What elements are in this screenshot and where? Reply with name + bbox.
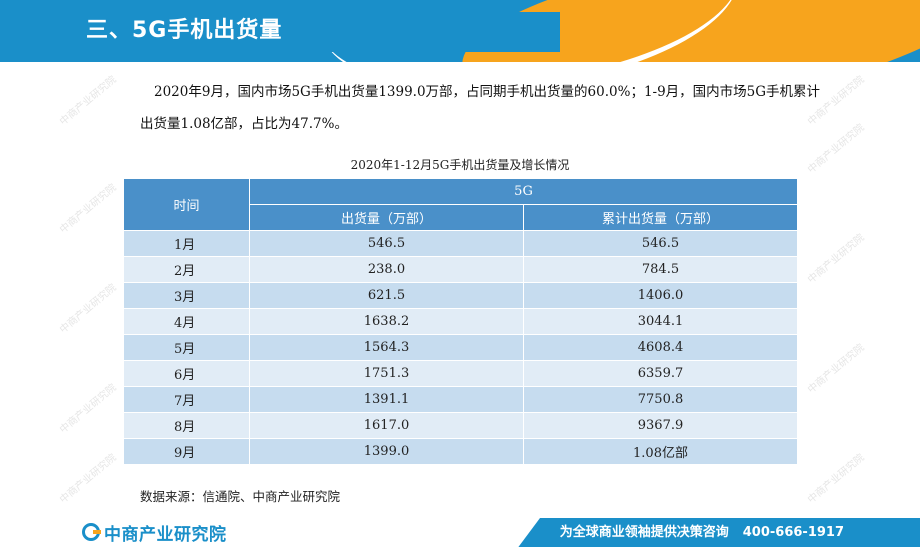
cell-month: 6月 <box>123 360 250 387</box>
cell-shipment: 1564.3 <box>249 334 524 361</box>
watermark: 中商产业研究院 <box>57 452 119 506</box>
header-time: 时间 <box>123 178 250 231</box>
table-row: 3月 621.5 1406.0 <box>123 282 798 309</box>
table-subheader-row: 出货量（万部） 累计出货量（万部） <box>124 204 798 231</box>
cell-shipment: 1617.0 <box>249 412 524 439</box>
cell-month: 4月 <box>123 308 250 335</box>
cell-month: 1月 <box>123 230 250 257</box>
cell-month: 3月 <box>123 282 250 309</box>
table-row: 2月 238.0 784.5 <box>123 256 798 283</box>
table-row: 5月 1564.3 4608.4 <box>123 334 798 361</box>
table-row: 6月 1751.3 6359.7 <box>123 360 798 387</box>
page-title: 三、5G手机出货量 <box>86 18 283 43</box>
cell-shipment: 238.0 <box>249 256 524 283</box>
table-header-row: 时间 5G <box>123 178 798 231</box>
table-row: 9月 1399.0 1.08亿部 <box>123 438 798 465</box>
footer-bar: 中商产业研究院 为全球商业领袖提供决策咨询 400-666-1917 <box>0 518 920 547</box>
cell-cumulative: 546.5 <box>523 230 798 257</box>
slogan-text: 为全球商业领袖提供决策咨询 <box>559 525 729 540</box>
watermark: 中商产业研究院 <box>57 74 119 128</box>
footer-white-panel <box>0 518 540 547</box>
phone-number: 400-666-1917 <box>742 525 844 540</box>
table-row: 4月 1638.2 3044.1 <box>123 308 798 335</box>
cell-month: 8月 <box>123 412 250 439</box>
cell-cumulative: 3044.1 <box>523 308 798 335</box>
cell-shipment: 1751.3 <box>249 360 524 387</box>
watermark: 中商产业研究院 <box>805 342 867 396</box>
cell-month: 2月 <box>123 256 250 283</box>
company-logo: 中商产业研究院 <box>82 520 227 545</box>
cell-cumulative: 6359.7 <box>523 360 798 387</box>
watermark: 中商产业研究院 <box>805 232 867 286</box>
cell-shipment: 1391.1 <box>249 386 524 413</box>
watermark: 中商产业研究院 <box>57 182 119 236</box>
intro-paragraph: 2020年9月，国内市场5G手机出货量1399.0万部，占同期手机出货量的60.… <box>140 84 821 132</box>
table-row: 8月 1617.0 9367.9 <box>123 412 798 439</box>
shipment-table: 时间 5G 出货量（万部） 累计出货量（万部） 1月 546.5 546.5 2… <box>123 178 798 465</box>
table-row: 7月 1391.1 7750.8 <box>123 386 798 413</box>
cell-shipment: 1638.2 <box>249 308 524 335</box>
watermark: 中商产业研究院 <box>57 382 119 436</box>
cell-cumulative: 1406.0 <box>523 282 798 309</box>
cell-cumulative: 7750.8 <box>523 386 798 413</box>
header-5g-group: 5G <box>249 178 798 205</box>
cell-month: 7月 <box>123 386 250 413</box>
cell-cumulative: 784.5 <box>523 256 798 283</box>
header-bar: 三、5G手机出货量 <box>0 0 920 62</box>
header-left-bar <box>0 12 560 52</box>
logo-text: 中商产业研究院 <box>104 524 227 545</box>
cell-shipment: 1399.0 <box>249 438 524 465</box>
header-cumulative: 累计出货量（万部） <box>523 204 798 231</box>
footer-slogan: 为全球商业领袖提供决策咨询 400-666-1917 <box>560 518 844 547</box>
cell-shipment: 546.5 <box>249 230 524 257</box>
header-shipment: 出货量（万部） <box>249 204 524 231</box>
data-source: 数据来源：信通院、中商产业研究院 <box>140 489 341 504</box>
cell-cumulative: 1.08亿部 <box>523 438 798 465</box>
watermark: 中商产业研究院 <box>57 282 119 336</box>
cell-cumulative: 9367.9 <box>523 412 798 439</box>
table-row: 1月 546.5 546.5 <box>123 230 798 257</box>
cell-month: 9月 <box>123 438 250 465</box>
logo-icon <box>82 523 101 541</box>
cell-shipment: 621.5 <box>249 282 524 309</box>
table-caption: 2020年1-12月5G手机出货量及增长情况 <box>350 158 570 172</box>
cell-cumulative: 4608.4 <box>523 334 798 361</box>
cell-month: 5月 <box>123 334 250 361</box>
watermark: 中商产业研究院 <box>805 452 867 506</box>
